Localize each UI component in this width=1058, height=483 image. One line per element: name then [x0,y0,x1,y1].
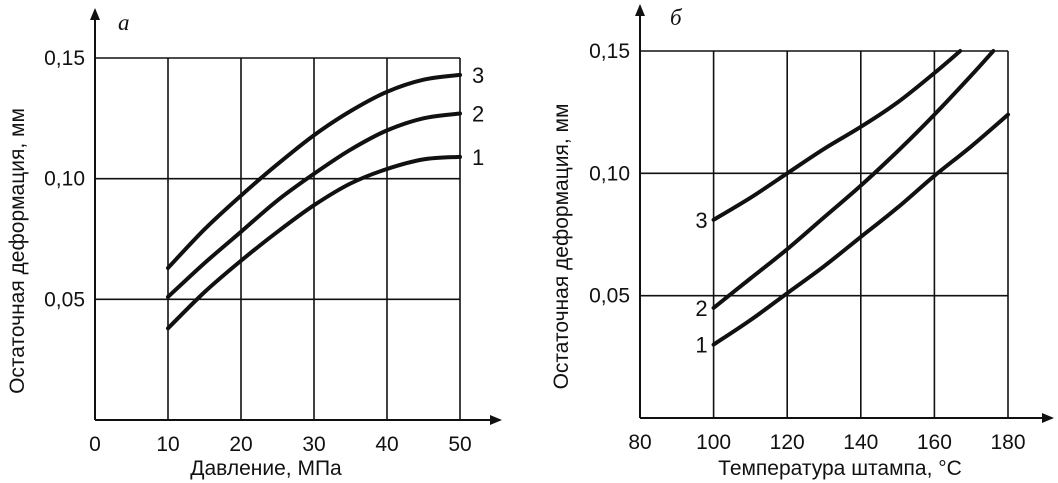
x-tick-label: 160 [917,431,952,454]
x-tick-label: 50 [448,433,471,456]
series-line-1 [166,154,462,331]
series-line-2 [711,49,996,310]
x-tick-label: 20 [229,433,252,456]
y-tick-label: 0,05 [589,285,630,308]
x-tick-label: 40 [375,433,398,456]
panel-a: 0 10 20 30 40 50 0,05 0,10 0,15 Давление, МПа Оста… [6,8,502,480]
x-tick-label: 80 [628,431,651,454]
y-tick-label: 0,10 [44,168,85,191]
series-label-3: 3 [695,208,707,233]
series-line-1 [711,112,1010,347]
x-tick-label: 100 [696,431,731,454]
series-label-1: 1 [695,333,707,358]
x-axis-label: Давление, МПа [190,457,342,480]
series-label-1: 1 [472,145,484,170]
series-line-3 [166,72,462,270]
x-tick-label: 140 [843,431,878,454]
series-line-3 [711,49,963,222]
x-tick-label: 0 [89,433,101,456]
y-axis-label: Остаточная деформация, мм [550,104,573,390]
x-tick-label: 30 [302,433,325,456]
y-tick-label: 0,10 [589,162,630,185]
y-axis-label: Остаточная деформация, мм [6,108,29,394]
x-tick-label: 120 [770,431,805,454]
panel-label: б [670,5,683,30]
series-label-2: 2 [695,296,707,321]
panel-label: а [118,10,130,35]
y-tick-label: 0,05 [44,288,85,311]
series-line-2 [166,111,462,299]
y-tick-label: 0,15 [44,47,85,70]
x-tick-label: 180 [990,431,1025,454]
panel-b: 80 100 120 140 160 180 0,05 0,10 0,15 Температура… [550,4,1054,480]
x-tick-label: 10 [156,433,179,456]
series-label-3: 3 [472,63,484,88]
series-label-2: 2 [472,102,484,127]
y-tick-label: 0,15 [589,40,630,63]
x-axis-label: Температура штампа, °С [718,457,962,480]
